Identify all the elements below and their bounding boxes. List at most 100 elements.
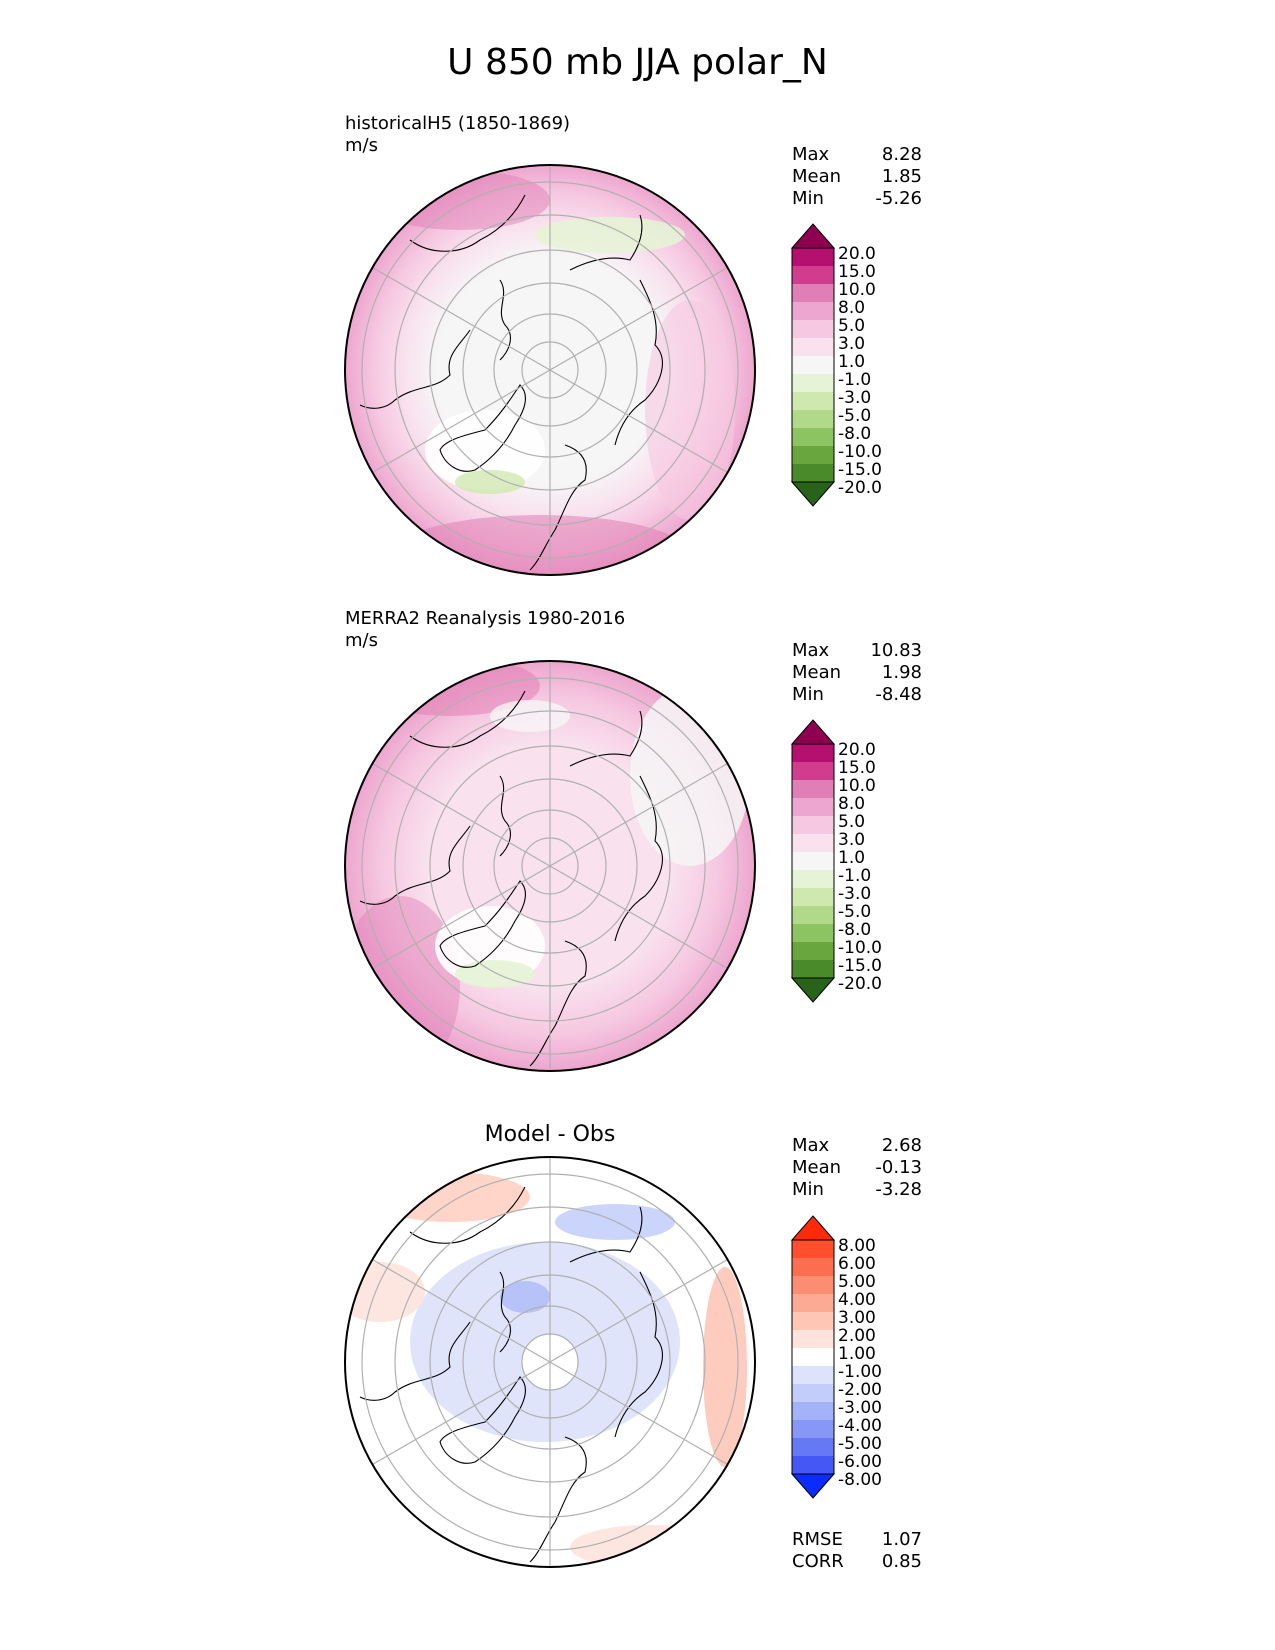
panel3-colorbar-tick-label: 3.00 <box>838 1308 876 1328</box>
panel3-colorbar-segment <box>792 1294 834 1313</box>
panel1-stats: Max 8.28 Mean 1.85 Min -5.26 <box>792 144 922 210</box>
panel1-mean-label: Mean <box>792 166 842 187</box>
panel1-colorbar-tick-label: 3.0 <box>838 334 865 354</box>
panel2-colorbar-segment <box>792 852 834 871</box>
panel1-colorbar-tick-label: 5.0 <box>838 316 865 336</box>
panel2-coastlines <box>359 690 663 1067</box>
panel1-colorbar-segment <box>792 374 834 393</box>
panel3-colorbar-tick-label: -1.00 <box>838 1362 882 1382</box>
panel2-colorbar-segment <box>792 816 834 835</box>
panel2-colorbar-tick-label: 3.0 <box>838 830 865 850</box>
panel3-colorbar-segment <box>792 1402 834 1421</box>
panel1-units: m/s <box>345 135 378 156</box>
panel3-colorbar-segment <box>792 1366 834 1385</box>
panel2-colorbar-segment <box>792 744 834 763</box>
panel2-graticule <box>361 661 739 1071</box>
panel2-mean-label: Mean <box>792 662 842 683</box>
panel3-colorbar-top-extension <box>790 1215 836 1241</box>
panel3-colorbar-tick-label: -4.00 <box>838 1416 882 1436</box>
panel3-colorbar-segment <box>792 1438 834 1457</box>
panel3-corr-label: CORR <box>792 1551 844 1572</box>
panel2-colorbar-tick-label: -8.0 <box>838 920 871 940</box>
panel3-colorbar-tick-label: 4.00 <box>838 1290 876 1310</box>
panel1-colorbar-tick-label: -5.0 <box>838 406 871 426</box>
panel3-metrics: RMSE 1.07 CORR 0.85 <box>792 1529 922 1573</box>
panel3-colorbar: 8.006.005.004.003.002.001.00-1.00-2.00-3… <box>790 1215 882 1499</box>
panel3-min: -3.28 <box>875 1179 922 1200</box>
panel3-max-label: Max <box>792 1135 830 1156</box>
panel1-colorbar-segment <box>792 392 834 411</box>
panel2-label-block: MERRA2 Reanalysis 1980-2016 m/s <box>345 608 625 652</box>
panel3-colorbar-frame <box>791 1239 835 1475</box>
panel1-colorbar-segment <box>792 284 834 303</box>
panel2-colorbar-segment <box>792 798 834 817</box>
panel1-colorbar-tick-label: -15.0 <box>838 460 882 480</box>
panel1-colorbar-tick-label: -3.0 <box>838 388 871 408</box>
panel2-colorbar-segment <box>792 906 834 925</box>
panel2-colorbar-segment <box>792 762 834 781</box>
panel3-colorbar-tick-label: -3.00 <box>838 1398 882 1418</box>
panel2-colorbar-segment <box>792 870 834 889</box>
panel1-colorbar-segment <box>792 302 834 321</box>
panel3-coastlines <box>359 1186 663 1563</box>
panel2-colorbar-top-extension <box>790 719 836 745</box>
panel3-colorbar-segment <box>792 1456 834 1475</box>
panel1-colorbar-tick-label: -8.0 <box>838 424 871 444</box>
panel1-max: 8.28 <box>881 144 922 165</box>
panel3-rmse: 1.07 <box>881 1529 922 1550</box>
panel3-stats: Max 2.68 Mean -0.13 Min -3.28 <box>792 1135 922 1201</box>
panel2-colorbar-segment <box>792 780 834 799</box>
panel1-colorbar-segment <box>792 266 834 285</box>
panel2-label: MERRA2 Reanalysis 1980-2016 <box>345 608 626 629</box>
panel2-colorbar-tick-label: 10.0 <box>838 776 876 796</box>
panel2-colorbar-tick-label: -3.0 <box>838 884 871 904</box>
panel3-colorbar-tick-label: 6.00 <box>838 1254 876 1274</box>
panel3-colorbar-tick-label: -2.00 <box>838 1380 882 1400</box>
panel1-colorbar-tick-label: -10.0 <box>838 442 882 462</box>
panel1-min-label: Min <box>792 188 824 209</box>
panel3-colorbar-segment <box>792 1384 834 1403</box>
panel1-colorbar-tick-label: 15.0 <box>838 262 876 282</box>
panel2-colorbar-tick-label: 20.0 <box>838 740 876 760</box>
panel1-label: historicalH5 (1850-1869) <box>345 113 571 134</box>
panel3-rmse-label: RMSE <box>792 1529 843 1550</box>
panel1-colorbar-segment <box>792 428 834 447</box>
panel3-colorbar-segment <box>792 1240 834 1259</box>
panel1-colorbar-tick-label: 1.0 <box>838 352 865 372</box>
panel3-colorbar-tick-label: 5.00 <box>838 1272 876 1292</box>
panel1-colorbar-bottom-extension <box>790 481 836 507</box>
panel2-colorbar-tick-label: 15.0 <box>838 758 876 778</box>
panel3-max: 2.68 <box>881 1135 922 1156</box>
panel1-colorbar: 20.015.010.08.05.03.01.0-1.0-3.0-5.0-8.0… <box>790 223 882 507</box>
panel1-colorbar-segment <box>792 446 834 465</box>
panel1-colorbar-segment <box>792 356 834 375</box>
panel1-colorbar-top-extension <box>790 223 836 249</box>
panel3-polar-map <box>344 1156 756 1568</box>
panel1-coastlines <box>359 194 663 571</box>
panel1-min: -5.26 <box>875 188 922 209</box>
panel3-colorbar-segment <box>792 1330 834 1349</box>
panel3-corr: 0.85 <box>881 1551 922 1572</box>
panel3-mean: -0.13 <box>875 1157 922 1178</box>
panel2-colorbar: 20.015.010.08.05.03.01.0-1.0-3.0-5.0-8.0… <box>790 719 882 1003</box>
panel2-stats: Max 10.83 Mean 1.98 Min -8.48 <box>792 640 922 706</box>
panel1-colorbar-segment <box>792 320 834 339</box>
panel2-colorbar-segment <box>792 834 834 853</box>
panel2-polar-map <box>344 660 756 1072</box>
panel3-mean-label: Mean <box>792 1157 842 1178</box>
panel2-colorbar-tick-label: 1.0 <box>838 848 865 868</box>
panel2-colorbar-segment <box>792 888 834 907</box>
panel2-colorbar-tick-label: -1.0 <box>838 866 871 886</box>
panel1-mean: 1.85 <box>881 166 922 187</box>
panel1-colorbar-segment <box>792 248 834 267</box>
panel3-colorbar-segment <box>792 1312 834 1331</box>
panel3-colorbar-tick-label: 2.00 <box>838 1326 876 1346</box>
panel2-min-label: Min <box>792 684 824 705</box>
panel2-colorbar-segment <box>792 942 834 961</box>
panel2-colorbar-tick-label: -5.0 <box>838 902 871 922</box>
panel2-colorbar-frame <box>791 743 835 979</box>
panel1-graticule <box>361 165 739 575</box>
panel2-mean: 1.98 <box>881 662 922 683</box>
panel1-colorbar-tick-label: 20.0 <box>838 244 876 264</box>
panel2-min: -8.48 <box>875 684 922 705</box>
